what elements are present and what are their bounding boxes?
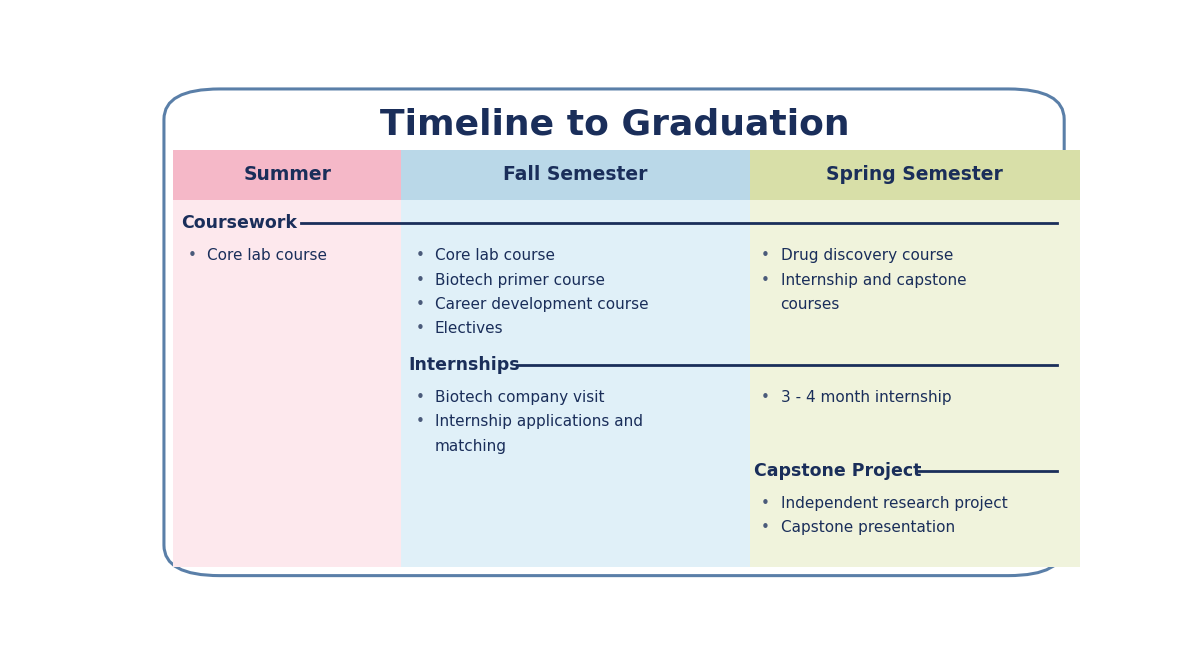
Text: courses: courses xyxy=(780,297,840,312)
Text: Biotech primer course: Biotech primer course xyxy=(434,273,605,288)
Text: Internship and capstone: Internship and capstone xyxy=(780,273,966,288)
FancyBboxPatch shape xyxy=(750,183,1080,567)
FancyBboxPatch shape xyxy=(164,89,1064,576)
Text: Coursework: Coursework xyxy=(181,214,296,232)
Text: •: • xyxy=(761,248,770,263)
Text: •: • xyxy=(761,273,770,288)
FancyBboxPatch shape xyxy=(401,183,750,567)
Text: Career development course: Career development course xyxy=(434,297,648,312)
Text: Fall Semester: Fall Semester xyxy=(503,166,648,185)
Text: matching: matching xyxy=(434,438,506,453)
Text: •: • xyxy=(415,273,424,288)
Text: Capstone Project: Capstone Project xyxy=(755,462,922,480)
Text: Electives: Electives xyxy=(434,321,503,336)
Text: Biotech company visit: Biotech company visit xyxy=(434,390,604,405)
FancyBboxPatch shape xyxy=(173,183,401,567)
Text: Spring Semester: Spring Semester xyxy=(827,166,1003,185)
FancyBboxPatch shape xyxy=(750,150,1080,200)
Text: •: • xyxy=(761,496,770,511)
FancyBboxPatch shape xyxy=(173,150,401,200)
Text: •: • xyxy=(761,520,770,535)
Text: •: • xyxy=(415,390,424,405)
Text: Drug discovery course: Drug discovery course xyxy=(780,248,953,263)
FancyBboxPatch shape xyxy=(401,150,750,200)
Text: •: • xyxy=(761,390,770,405)
Text: •: • xyxy=(415,248,424,263)
Text: Internship applications and: Internship applications and xyxy=(434,415,642,429)
Text: Summer: Summer xyxy=(244,166,331,185)
Text: •: • xyxy=(187,248,197,263)
Text: 3 - 4 month internship: 3 - 4 month internship xyxy=(780,390,952,405)
Text: •: • xyxy=(415,321,424,336)
Text: Timeline to Graduation: Timeline to Graduation xyxy=(380,107,850,141)
Text: Internships: Internships xyxy=(408,355,520,374)
Text: Core lab course: Core lab course xyxy=(434,248,554,263)
Text: •: • xyxy=(415,415,424,429)
Text: Independent research project: Independent research project xyxy=(780,496,1007,511)
Text: Core lab course: Core lab course xyxy=(206,248,326,263)
Text: Capstone presentation: Capstone presentation xyxy=(780,520,955,535)
Text: •: • xyxy=(415,297,424,312)
